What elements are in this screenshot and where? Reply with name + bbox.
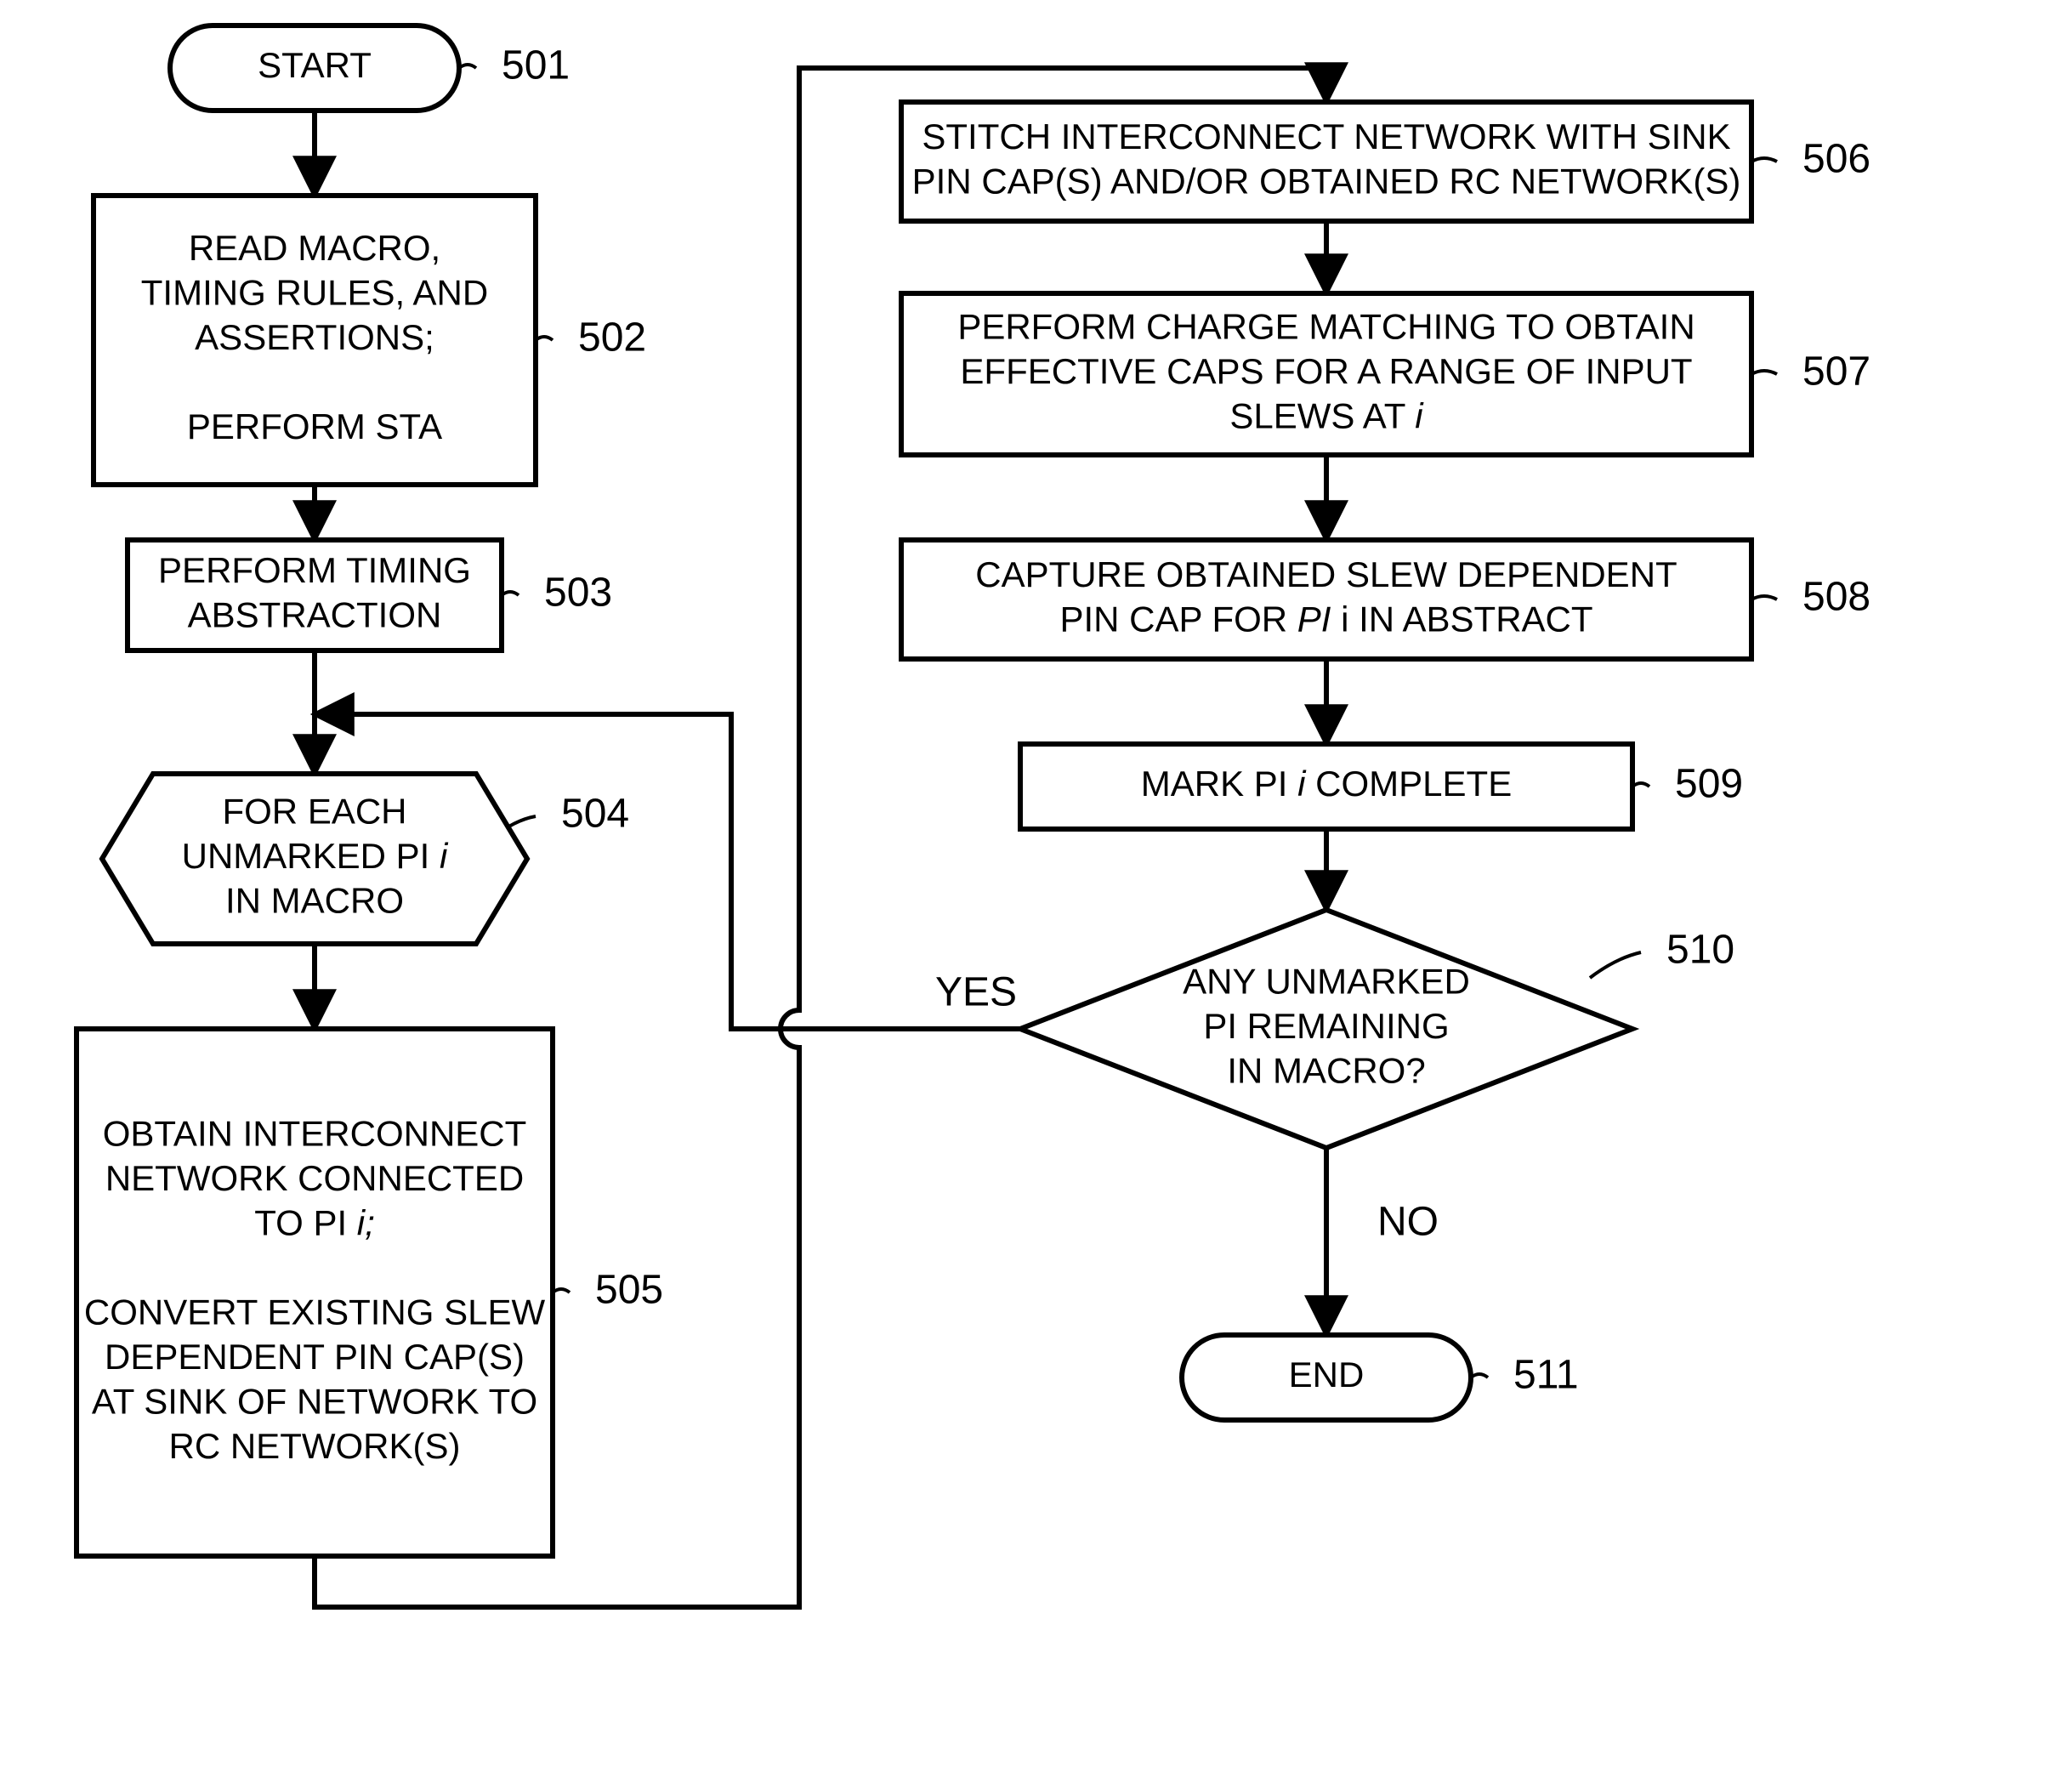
- ref-label-l506: 506: [1802, 137, 1870, 182]
- node-text: START: [258, 45, 372, 85]
- node-text: IN MACRO: [225, 881, 404, 921]
- node-text: PERFORM CHARGE MATCHING TO OBTAIN: [957, 307, 1694, 347]
- ref-label-l508: 508: [1802, 575, 1870, 620]
- node-n507: PERFORM CHARGE MATCHING TO OBTAINEFFECTI…: [901, 293, 1751, 455]
- node-text: MARK PI i COMPLETE: [1141, 764, 1512, 804]
- node-text: READ MACRO,: [189, 228, 440, 268]
- ref-label-l509: 509: [1675, 762, 1743, 807]
- node-text: DEPENDENT PIN CAP(S): [105, 1337, 525, 1377]
- node-text: ASSERTIONS;: [195, 317, 434, 357]
- ref-label-l501: 501: [502, 43, 570, 88]
- ref-label-l505: 505: [595, 1268, 663, 1313]
- label-lead: [459, 65, 476, 68]
- ref-label-l510: 510: [1666, 928, 1734, 973]
- ref-label-no: NO: [1377, 1200, 1439, 1245]
- label-leads: [459, 65, 1777, 1378]
- node-text: PI REMAINING: [1203, 1006, 1449, 1046]
- node-text: PERFORM STA: [187, 406, 442, 446]
- node-text: CAPTURE OBTAINED SLEW DEPENDENT: [975, 554, 1677, 594]
- node-n505: OBTAIN INTERCONNECT NETWORK CONNECTEDTO P…: [77, 1029, 553, 1556]
- node-text: ABSTRACTION: [188, 594, 442, 634]
- node-text: EFFECTIVE CAPS FOR A RANGE OF INPUT: [960, 351, 1692, 391]
- nodes: START READ MACRO, TIMING RULES, ANDASSERTI…: [77, 26, 1751, 1556]
- ref-label-l507: 507: [1802, 349, 1870, 395]
- label-lead: [1751, 158, 1777, 162]
- label-lead: [1751, 596, 1777, 599]
- node-n509: MARK PI i COMPLETE: [1020, 744, 1632, 829]
- node-text: AT SINK OF NETWORK TO: [92, 1381, 537, 1421]
- node-n502: READ MACRO, TIMING RULES, ANDASSERTIONS; P…: [94, 196, 536, 485]
- node-n510: ANY UNMARKEDPI REMAINING IN MACRO?: [1020, 910, 1632, 1148]
- node-n504: FOR EACHUNMARKED PI i IN MACRO: [102, 774, 527, 944]
- node-text: TO PI i;: [254, 1202, 375, 1242]
- node-text: END: [1289, 1355, 1365, 1395]
- label-lead: [1590, 952, 1641, 978]
- node-text: STITCH INTERCONNECT NETWORK WITH SINK: [922, 116, 1730, 156]
- node-text: NETWORK CONNECTED: [105, 1158, 524, 1198]
- ref-label-l511: 511: [1513, 1353, 1579, 1398]
- node-text: RC NETWORK(S): [169, 1426, 461, 1466]
- node-start: START: [170, 26, 459, 111]
- node-n503: PERFORM TIMINGABSTRACTION: [128, 540, 502, 650]
- node-text: IN MACRO?: [1227, 1051, 1425, 1091]
- node-text: PIN CAP(S) AND/OR OBTAINED RC NETWORK(S): [912, 161, 1741, 201]
- node-text: CONVERT EXISTING SLEW: [84, 1292, 546, 1332]
- node-text: TIMING RULES, AND: [141, 273, 488, 313]
- node-text: UNMARKED PI i: [182, 836, 449, 876]
- node-text: SLEWS AT i: [1229, 396, 1424, 436]
- ref-label-l503: 503: [544, 571, 612, 616]
- ref-label-l504: 504: [561, 792, 629, 837]
- node-n508: CAPTURE OBTAINED SLEW DEPENDENT PIN CAP F…: [901, 540, 1751, 659]
- ref-label-yes: YES: [935, 970, 1017, 1015]
- node-end: END: [1182, 1335, 1471, 1420]
- label-lead: [1751, 371, 1777, 374]
- ref-label-l502: 502: [578, 315, 646, 361]
- node-n506: STITCH INTERCONNECT NETWORK WITH SINK PIN…: [901, 102, 1751, 221]
- node-text: ANY UNMARKED: [1183, 962, 1470, 1002]
- node-text: PIN CAP FOR PI i IN ABSTRACT: [1059, 599, 1592, 639]
- node-text: FOR EACH: [222, 792, 406, 832]
- label-lead: [1471, 1374, 1488, 1378]
- node-text: PERFORM TIMING: [158, 550, 471, 590]
- node-text: OBTAIN INTERCONNECT: [103, 1113, 527, 1153]
- labels: 501 502 503 504 505 506 507 508 509 510 511 YES NO: [502, 43, 1870, 1398]
